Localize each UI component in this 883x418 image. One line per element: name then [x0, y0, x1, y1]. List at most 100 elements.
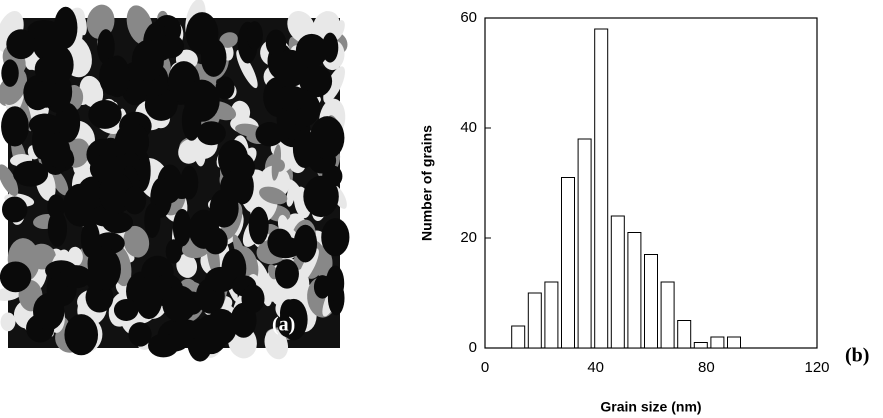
y-axis-title: Number of grains — [419, 125, 435, 241]
grain-highlight — [287, 179, 306, 208]
y-tick-label: 0 — [469, 339, 477, 356]
grain-shadow — [54, 102, 81, 143]
grain-shadow — [321, 218, 350, 257]
bar — [644, 254, 658, 349]
grain-shadow — [325, 265, 345, 301]
grain-shadow — [172, 208, 192, 247]
bar — [627, 232, 642, 349]
grain-highlight — [18, 93, 33, 132]
grain-shadow — [99, 57, 126, 96]
grain-highlight — [50, 169, 69, 196]
x-tick-label: 0 — [481, 359, 489, 376]
bar — [594, 28, 609, 349]
grain-highlight — [271, 144, 281, 181]
grain-shadow — [274, 85, 308, 111]
grain-highlight — [0, 164, 19, 197]
grain-shadow — [88, 100, 122, 129]
bar — [660, 281, 675, 349]
grain-shadow — [299, 64, 333, 98]
grain-shadow — [241, 284, 265, 314]
grain-highlight — [259, 186, 288, 205]
grain-shadow — [89, 153, 125, 184]
grain-shadow — [279, 299, 298, 328]
image-label: (a) — [272, 314, 295, 336]
grain-shadow — [231, 311, 254, 334]
grain-shadow — [310, 116, 345, 160]
grain-shadow — [248, 206, 269, 245]
grain-shadow — [47, 145, 74, 169]
grain-shadow — [123, 186, 147, 215]
grain-shadow — [13, 160, 49, 187]
bar — [710, 336, 725, 349]
bar — [693, 342, 708, 349]
bar — [610, 215, 625, 349]
grain-shadow — [158, 34, 184, 59]
grain-shadow — [166, 319, 203, 341]
grain-shadow — [128, 322, 152, 347]
grain-shadow — [183, 79, 220, 122]
grain-shadow — [34, 80, 58, 108]
grain-shadow — [246, 21, 263, 50]
grain-highlight — [236, 49, 258, 89]
grain-shadow — [196, 121, 226, 146]
y-tick-label: 20 — [460, 229, 477, 246]
grain-shadow — [180, 165, 199, 200]
grain-shadow — [97, 29, 115, 65]
grain-highlight — [323, 66, 345, 104]
grain-highlight — [297, 248, 319, 285]
grain-shadow — [215, 76, 235, 100]
bar — [527, 292, 542, 349]
x-axis-title: Grain size (nm) — [600, 399, 701, 415]
grain-shadow — [31, 122, 53, 160]
grain-shadow — [162, 285, 197, 323]
grain-shadow — [113, 299, 139, 321]
y-tick-label: 40 — [460, 119, 477, 136]
grain-shadow — [268, 236, 302, 259]
grain-shadow — [1, 59, 19, 87]
grain-shadow — [144, 88, 178, 121]
grain-shadow — [218, 139, 249, 179]
grain-shadow — [87, 245, 110, 282]
grain-shadow — [6, 29, 36, 60]
grain-highlight — [79, 75, 104, 108]
grain-shadow — [53, 6, 78, 49]
grain-shadow — [165, 239, 182, 264]
grain-highlight — [219, 32, 238, 48]
grain-highlight — [176, 253, 198, 278]
x-tick-label: 120 — [804, 359, 829, 376]
grain-shadow — [45, 45, 74, 85]
panel-label: (b) — [845, 345, 869, 367]
grain-shadow — [47, 210, 68, 247]
grain-shadow — [131, 39, 164, 82]
grain-shadow — [220, 170, 249, 202]
grain-highlight — [231, 100, 251, 123]
grain-shadow — [144, 203, 161, 238]
grain-shadow — [0, 261, 32, 293]
bar — [727, 336, 741, 349]
bar — [577, 138, 592, 349]
bar — [677, 320, 692, 349]
grain-highlight — [76, 11, 87, 36]
grain-shadow — [135, 276, 163, 320]
grain-shadow — [295, 33, 328, 68]
grain-shadow — [59, 265, 92, 289]
grain-shadow — [203, 227, 228, 255]
grain-highlight — [67, 246, 83, 267]
bar — [544, 281, 559, 349]
grain-shadow — [147, 333, 179, 358]
micrograph — [0, 0, 350, 362]
grain-shadow — [255, 122, 284, 147]
bar — [561, 177, 575, 349]
grain-shadow — [63, 183, 97, 227]
grain-shadow — [265, 29, 287, 57]
grain-shadow — [27, 20, 61, 41]
grain-shadow — [1, 106, 29, 147]
grain-shadow — [313, 275, 331, 299]
grain-highlight — [267, 264, 278, 280]
grain-highlight — [264, 329, 289, 360]
grain-shadow — [185, 12, 219, 55]
grain-highlight — [28, 243, 57, 270]
grain-shadow — [194, 314, 228, 355]
x-tick-label: 80 — [698, 359, 715, 376]
